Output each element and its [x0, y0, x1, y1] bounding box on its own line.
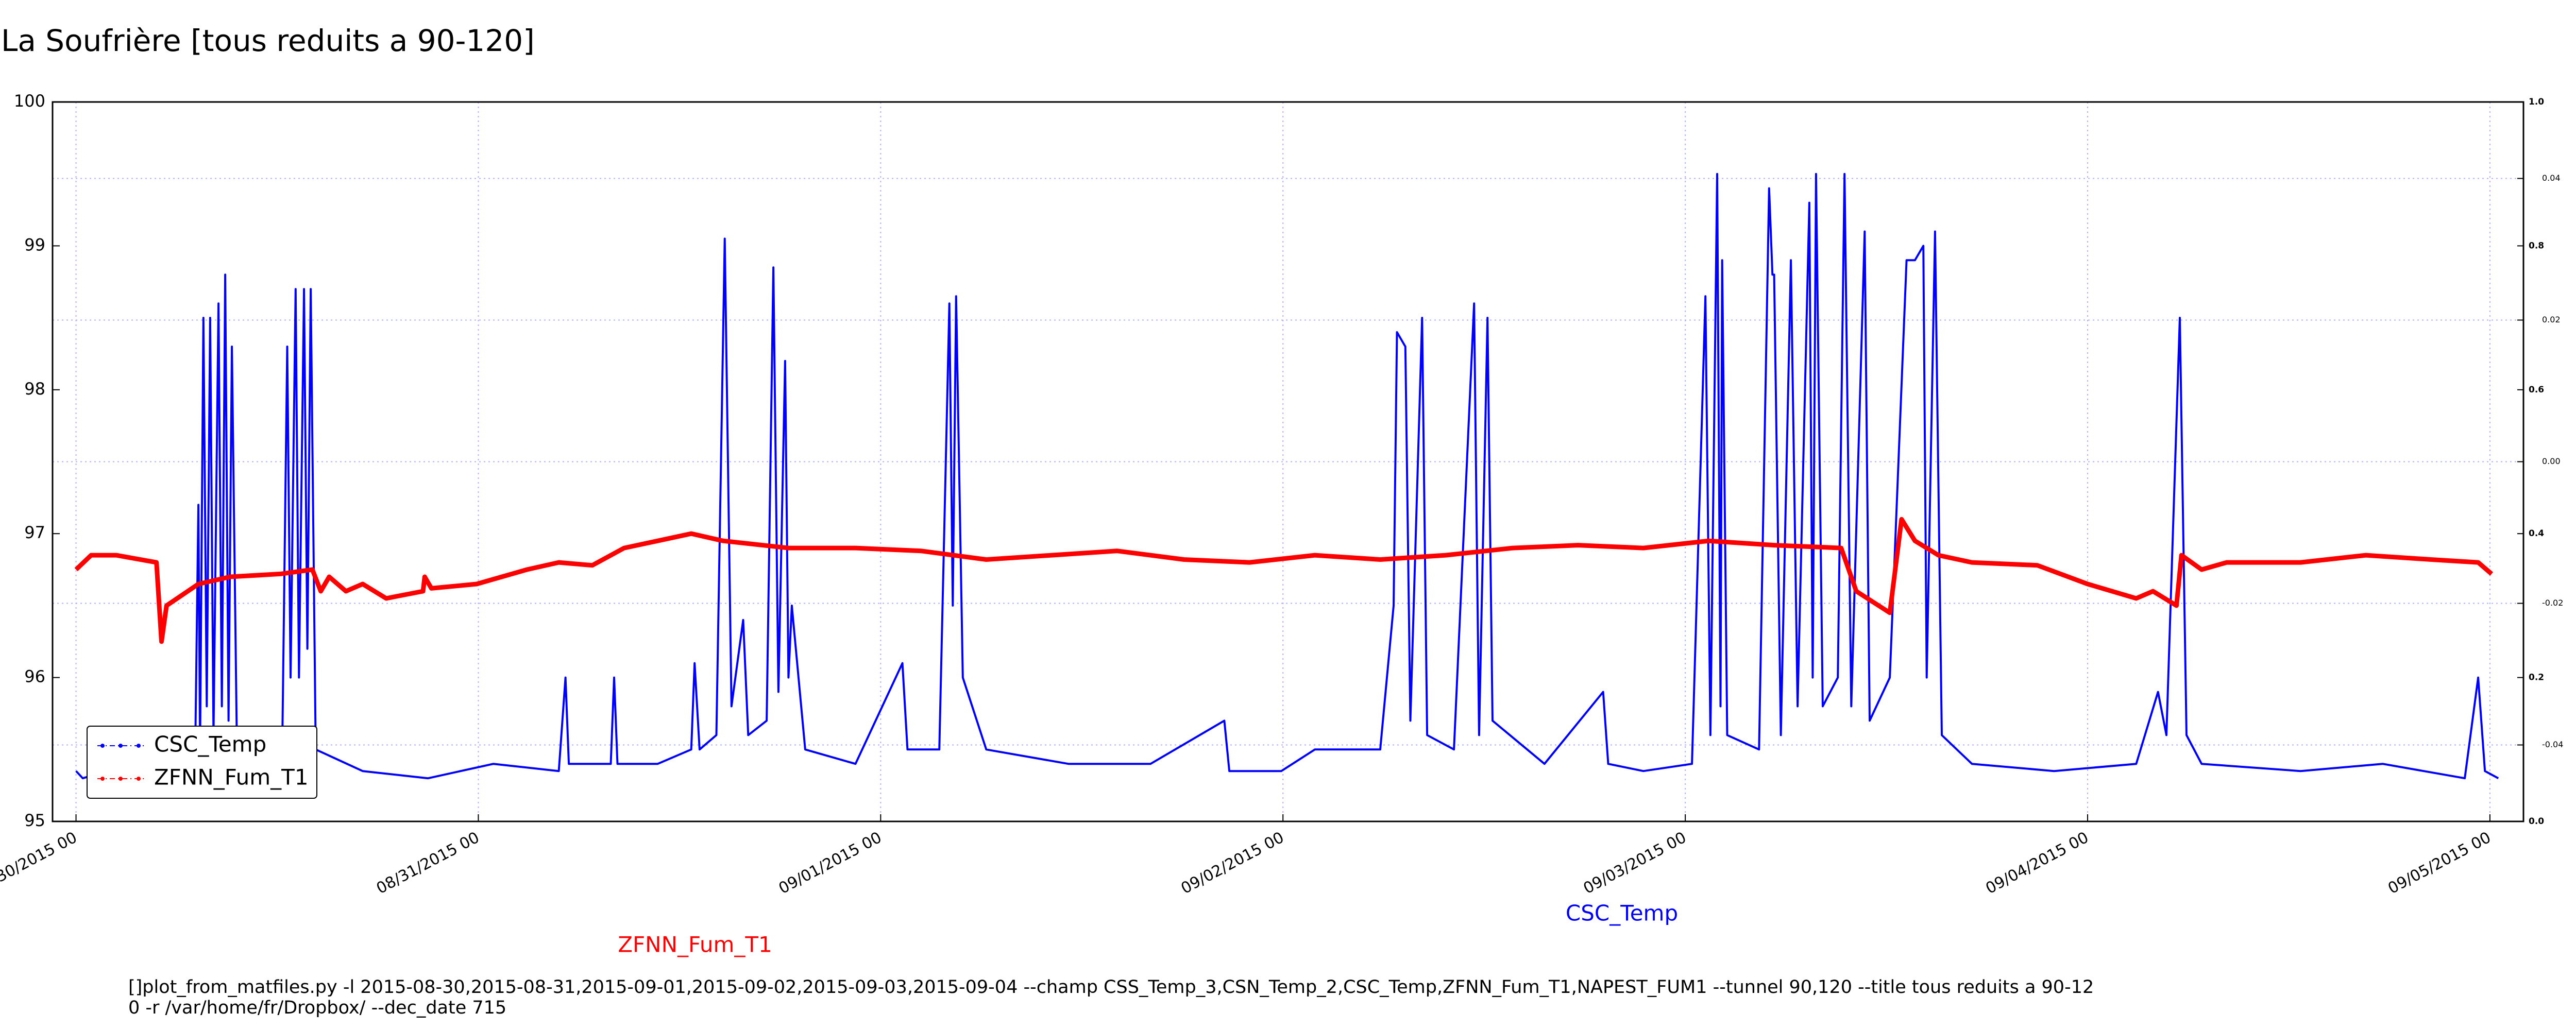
- y2-tick-label: 0.0: [2529, 816, 2544, 827]
- command-line: []plot_from_matfiles.py -l 2015-08-30,20…: [128, 977, 2094, 998]
- y2-tick-label: 0.2: [2529, 673, 2544, 683]
- y3-tick-label: 0.02: [2542, 315, 2561, 324]
- legend-marker: [137, 744, 141, 748]
- x-tick-label: 09/02/2015 00: [1178, 829, 1287, 898]
- legend-label: CSC_Temp: [154, 732, 266, 757]
- x-tick-label: 09/01/2015 00: [776, 829, 885, 898]
- legend-marker: [118, 777, 123, 781]
- x-tick-label: 08/30/2015 00: [0, 829, 80, 898]
- annotation: CSC_Temp: [1566, 901, 1678, 926]
- legend-marker: [137, 777, 141, 781]
- x-tick-label: 08/31/2015 00: [374, 829, 482, 898]
- y-tick-label: 96: [24, 667, 45, 686]
- y-tick-label: 100: [14, 91, 45, 111]
- x-tick-label: 09/03/2015 00: [1581, 829, 1689, 898]
- legend-box: [87, 726, 317, 799]
- y-tick-label: 98: [24, 379, 45, 399]
- y2-tick-label: 1.0: [2529, 97, 2544, 107]
- y2-tick-label: 0.4: [2529, 528, 2544, 539]
- legend-marker: [118, 744, 123, 748]
- legend-marker: [100, 777, 105, 781]
- x-tick-label: 09/05/2015 00: [2385, 829, 2494, 898]
- y3-tick-label: -0.04: [2542, 740, 2563, 749]
- y-tick-label: 95: [24, 811, 45, 830]
- chart-title: La Soufrière [tous reduits a 90-120]: [1, 23, 535, 58]
- data-line: [75, 173, 2499, 780]
- y-tick-label: 97: [24, 523, 45, 542]
- legend-label: ZFNN_Fum_T1: [154, 765, 309, 790]
- command-line: 0 -r /var/home/fr/Dropbox/ --dec_date 71…: [128, 998, 506, 1018]
- data-line: [74, 517, 2494, 644]
- y3-tick-label: 0.04: [2542, 173, 2561, 183]
- y2-tick-label: 0.6: [2529, 385, 2544, 395]
- y3-tick-label: 0.00: [2542, 456, 2561, 466]
- annotation: ZFNN_Fum_T1: [618, 932, 772, 957]
- y2-tick-label: 0.8: [2529, 241, 2544, 251]
- x-tick-label: 09/04/2015 00: [1983, 829, 2092, 898]
- y-tick-label: 99: [24, 235, 45, 254]
- legend-marker: [100, 744, 105, 748]
- y3-tick-label: -0.02: [2542, 598, 2563, 608]
- plot-frame: [52, 101, 2524, 822]
